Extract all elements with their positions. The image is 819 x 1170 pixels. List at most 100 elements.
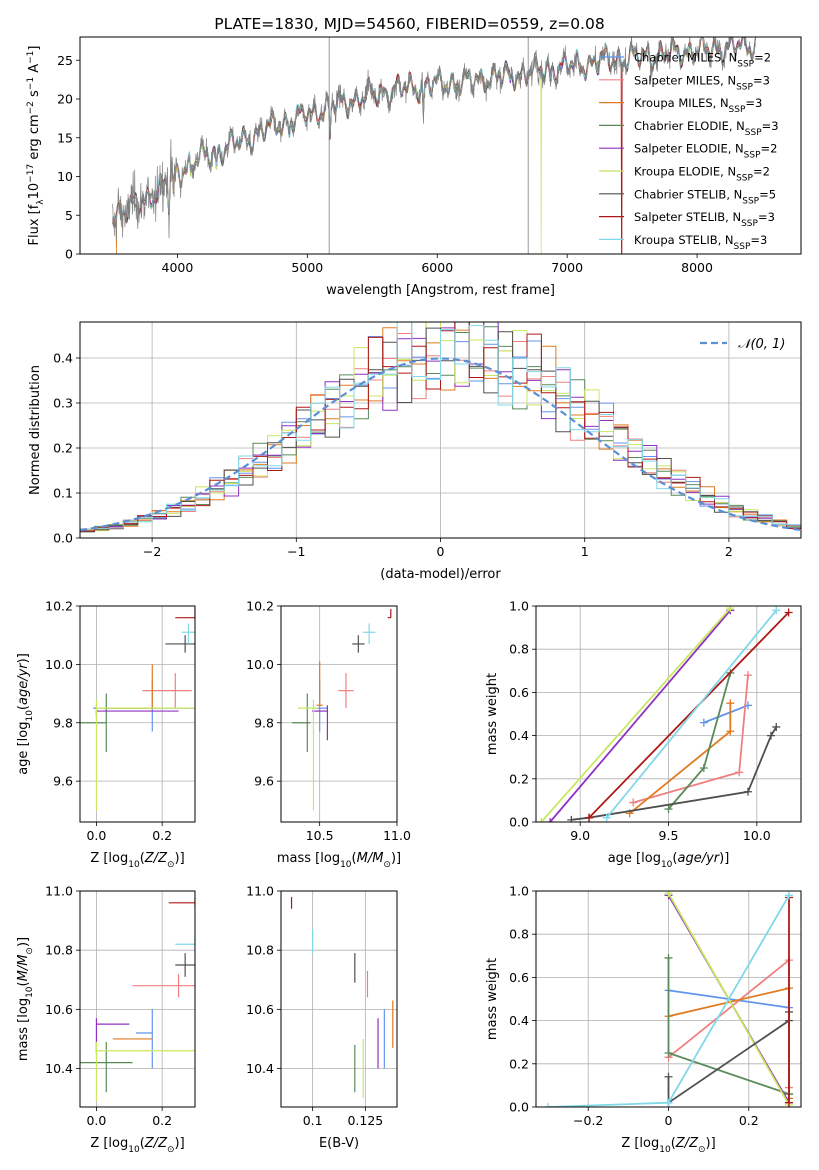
plus-marker <box>664 1049 673 1057</box>
y-tick-label: 25 <box>57 53 73 68</box>
errorbar-point <box>165 635 195 653</box>
axes-frame <box>535 605 802 823</box>
y-tick-label: 0.1 <box>53 486 73 501</box>
legend-label: Salpeter ELODIE, NSSP=2 <box>634 142 777 161</box>
x-axis-label: Z [log10(Z/Z⊙)] <box>621 1136 715 1155</box>
y-tick-label: 0.8 <box>509 642 529 657</box>
axes-residual-histogram: −2 −1 0 1 2 0.0 0.1 0.2 0.3 0.4 (data-model)/error… <box>28 321 802 582</box>
mass-weight-series <box>629 671 752 807</box>
mass-weight-series <box>664 984 793 1103</box>
plus-marker <box>772 722 781 731</box>
x-tick-label: 0.2 <box>739 1113 759 1128</box>
x-tick-label: −1 <box>287 544 305 559</box>
x-tick-label: 0.125 <box>347 1113 383 1128</box>
errorbar-point <box>80 693 107 752</box>
errorbar-point <box>142 673 192 709</box>
x-axis-label: (data-model)/error <box>380 567 501 582</box>
grid-lines <box>281 890 397 1107</box>
plot-area <box>80 608 195 811</box>
x-tick-label: 7000 <box>551 260 583 275</box>
y-tick-label: 10.8 <box>45 943 73 958</box>
legend-label: Salpeter STELIB, NSSP=3 <box>634 210 775 229</box>
legend-label: Chabrier ELODIE, NSSP=3 <box>634 119 779 138</box>
legend-label: 𝒩(0, 1) <box>738 337 785 352</box>
errorbar-point <box>316 661 323 706</box>
axes-age-vs-Z: 0.0 0.2 9.6 9.8 10.0 10.2 Z [log10(Z/Z⊙)] age [… <box>16 599 196 870</box>
axes-frame <box>280 605 398 823</box>
y-tick-label: 10.2 <box>246 599 274 614</box>
legend: Chabrier MILES, NSSP=2 Salpeter MILES, NS… <box>599 51 779 252</box>
mass-weight-series <box>699 701 752 727</box>
x-tick-label: 2 <box>725 544 733 559</box>
x-tick-label: 0.0 <box>86 1113 106 1128</box>
y-tick-label: 15 <box>57 130 73 145</box>
mass-weight-series <box>585 608 793 822</box>
plus-marker <box>744 671 752 680</box>
residual-histogram-step <box>80 322 801 532</box>
series-line <box>703 704 749 724</box>
plot-area <box>537 606 793 822</box>
plot-area <box>80 896 195 1102</box>
x-tick-label: −0.2 <box>573 1113 603 1128</box>
axes-frame <box>280 890 398 1108</box>
y-tick-label: 1.0 <box>509 884 529 899</box>
x-tick-label: 9.0 <box>570 828 590 843</box>
y-tick-label: 1.0 <box>509 599 529 614</box>
y-tick-label: 10.6 <box>45 1002 73 1017</box>
errorbar-point <box>103 664 159 709</box>
x-tick-label: 0 <box>437 544 445 559</box>
mass-weight-series <box>664 956 793 1092</box>
y-tick-label: 0.4 <box>53 351 73 366</box>
grid-lines <box>80 890 195 1107</box>
mass-weight-series <box>664 668 735 814</box>
legend-label: Kroupa STELIB, NSSP=3 <box>634 233 767 252</box>
x-tick-label: 1 <box>581 544 589 559</box>
x-tick-label: 6000 <box>421 260 453 275</box>
y-axis-label: mass weight <box>485 673 500 755</box>
y-tick-label: 10 <box>57 169 73 184</box>
y-tick-label: 0.8 <box>509 927 529 942</box>
y-tick-label: 0 <box>65 247 73 262</box>
errorbar-point <box>387 608 392 619</box>
series-line <box>588 611 790 819</box>
errorbar-point <box>291 693 311 752</box>
axes-spectrum: 4000 5000 6000 7000 8000 0 5 10 15 20 25 wavelength… <box>26 36 802 298</box>
plus-marker <box>744 787 752 796</box>
y-tick-label: 0.6 <box>509 970 529 985</box>
x-tick-label: 8000 <box>681 260 713 275</box>
y-axis-label: age [log10(age/yr)] <box>16 653 35 775</box>
plus-marker <box>664 891 673 898</box>
plus-marker <box>784 1098 793 1107</box>
residual-histogram-step <box>80 322 801 530</box>
y-tick-label: 10.8 <box>246 943 274 958</box>
series-line <box>667 1012 790 1105</box>
x-axis-label: E(B-V) <box>319 1136 359 1151</box>
y-tick-label: 11.0 <box>246 884 274 899</box>
plus-marker <box>544 1103 553 1107</box>
figure-title: PLATE=1830, MJD=54560, FIBERID=0559, z=0… <box>214 15 604 33</box>
series-line <box>667 672 732 810</box>
axes-mass-vs-Z: 0.0 0.2 10.4 10.6 10.8 11.0 Z [log10(Z/Z⊙)] mas… <box>16 884 196 1155</box>
y-axis-label: mass [log10(M/M⊙)] <box>16 937 35 1061</box>
plus-marker <box>784 608 793 617</box>
mass-weight-series <box>567 722 781 822</box>
errorbar-point <box>175 932 195 954</box>
errorbar-point <box>338 673 354 709</box>
plus-marker <box>699 718 708 727</box>
errorbar-point <box>175 953 195 977</box>
mass-weight-series <box>546 606 735 822</box>
y-tick-label: 0.0 <box>509 815 529 830</box>
x-tick-label: 0.2 <box>152 1113 172 1128</box>
grid-lines <box>80 605 195 822</box>
y-tick-label: 0.4 <box>509 728 529 743</box>
y-tick-label: 9.6 <box>254 774 274 789</box>
plus-marker <box>726 727 735 736</box>
plus-marker <box>602 813 611 822</box>
x-axis-label: Z [log10(Z/Z⊙)] <box>90 1136 184 1155</box>
errorbar-point <box>80 1041 133 1093</box>
y-tick-label: 9.6 <box>53 774 73 789</box>
legend-label: Kroupa ELODIE, NSSP=2 <box>634 165 770 184</box>
y-axis-label: Flux [fλ10−17 erg cm−2 s−1 A−1] <box>26 46 46 246</box>
x-tick-label: 11.0 <box>383 828 411 843</box>
